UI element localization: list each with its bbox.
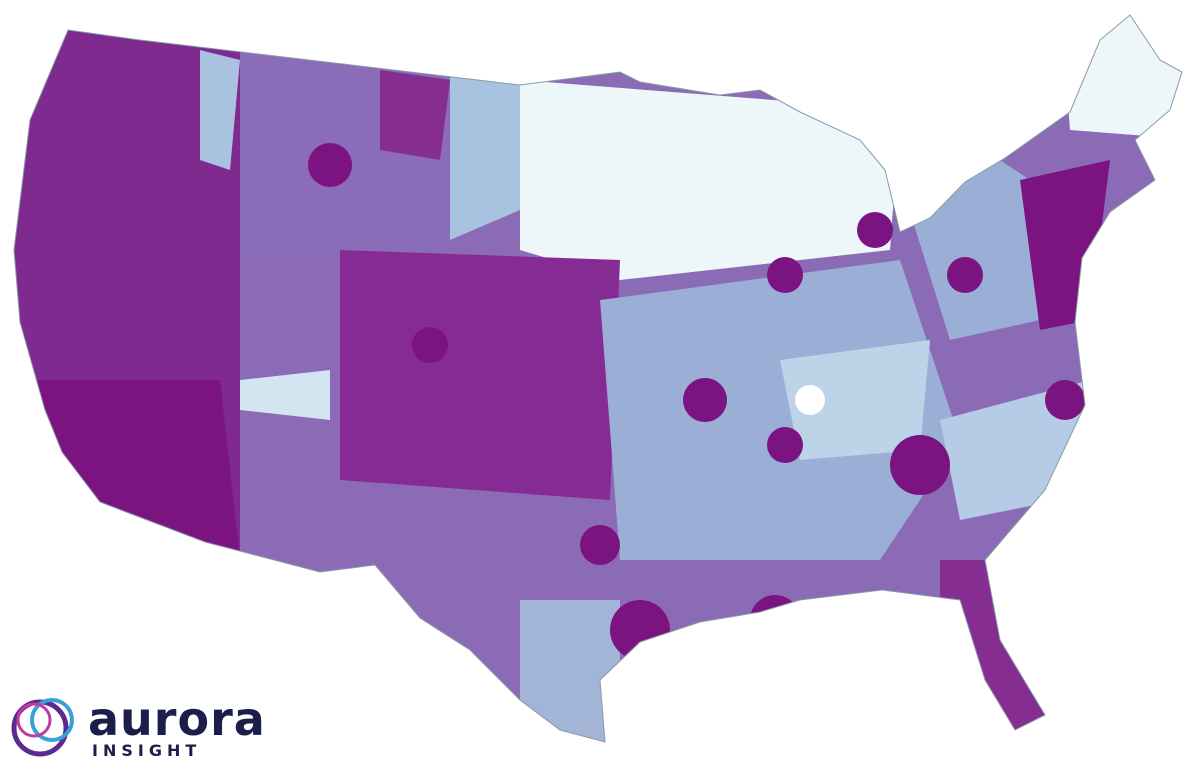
region-detroit: [857, 212, 893, 248]
logo-name: aurora: [88, 692, 266, 746]
region-plains: [340, 250, 620, 500]
logo-tagline: INSIGHT: [92, 741, 201, 760]
region-montana-city: [308, 143, 352, 187]
region-midsouth: [600, 260, 960, 560]
region-denver: [412, 327, 448, 363]
region-idaho: [200, 50, 240, 170]
region-houston: [610, 600, 670, 660]
region-raleigh: [1045, 380, 1085, 420]
region-atlanta: [890, 435, 950, 495]
region-pittsburgh: [947, 257, 983, 293]
region-nashville: [767, 427, 803, 463]
region-appalachia: [780, 340, 930, 460]
region-montana-east: [380, 70, 450, 160]
region-florida: [940, 560, 1060, 742]
logo-ring: [30, 698, 74, 742]
region-kentucky-light: [795, 385, 825, 415]
region-utah-light: [240, 370, 330, 420]
region-south-texas: [520, 600, 620, 742]
logo-ring: [16, 702, 52, 738]
logo: aurora INSIGHT: [11, 692, 266, 760]
region-dakota-west: [450, 60, 530, 240]
region-southern-california: [14, 380, 240, 560]
region-st-louis: [683, 378, 727, 422]
region-upper-midwest: [520, 80, 900, 280]
region-chicago: [767, 257, 803, 293]
region-dallas: [580, 525, 620, 565]
